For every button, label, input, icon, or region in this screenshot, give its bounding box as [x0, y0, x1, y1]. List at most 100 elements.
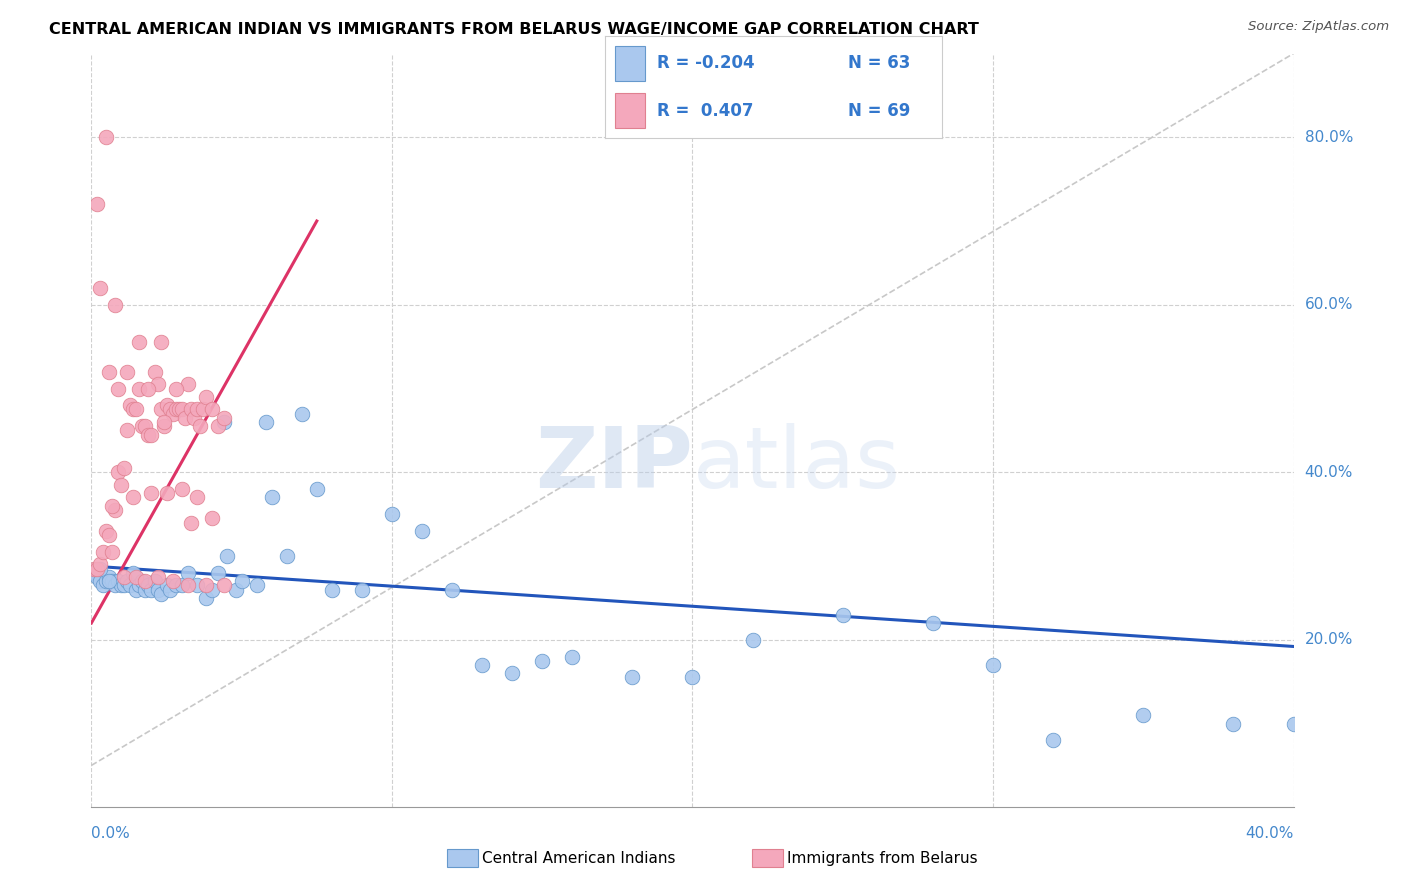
Point: [104, 503, 127, 517]
Point: [186, 578, 208, 592]
Point: [165, 382, 187, 396]
Point: [125, 402, 148, 417]
Point: [138, 427, 160, 442]
Point: [138, 578, 160, 592]
Point: [381, 507, 404, 521]
Point: [621, 670, 644, 684]
Text: 40.0%: 40.0%: [1246, 827, 1294, 841]
Point: [180, 516, 202, 530]
Point: [194, 591, 217, 605]
Point: [107, 382, 129, 396]
Point: [201, 582, 224, 597]
Point: [122, 491, 145, 505]
Point: [186, 402, 208, 417]
Point: [152, 415, 174, 429]
Point: [117, 574, 139, 589]
Point: [741, 632, 763, 647]
Point: [86, 570, 108, 584]
Point: [143, 574, 166, 589]
Point: [180, 402, 202, 417]
Point: [260, 491, 283, 505]
Text: 60.0%: 60.0%: [1305, 297, 1353, 312]
Point: [89, 281, 111, 295]
Point: [104, 298, 127, 312]
Point: [194, 390, 217, 404]
Point: [254, 415, 277, 429]
Point: [411, 524, 433, 538]
Point: [350, 582, 373, 597]
Point: [131, 574, 153, 589]
Point: [291, 407, 314, 421]
Point: [96, 130, 118, 145]
Point: [276, 549, 298, 563]
Text: R = -0.204: R = -0.204: [657, 54, 755, 72]
Point: [86, 197, 108, 211]
Point: [681, 670, 703, 684]
Point: [170, 402, 193, 417]
Point: [110, 578, 132, 592]
Point: [146, 377, 169, 392]
Point: [89, 558, 111, 572]
Point: [170, 482, 193, 496]
Point: [93, 545, 115, 559]
Point: [98, 365, 121, 379]
Point: [1132, 708, 1154, 723]
Point: [114, 570, 136, 584]
Text: Central American Indians: Central American Indians: [482, 852, 676, 866]
Point: [471, 657, 494, 672]
Point: [117, 424, 139, 438]
Point: [89, 561, 111, 575]
Text: atlas: atlas: [692, 423, 900, 506]
Point: [138, 382, 160, 396]
Text: Source: ZipAtlas.com: Source: ZipAtlas.com: [1249, 20, 1389, 33]
Point: [128, 382, 150, 396]
Point: [188, 419, 211, 434]
Text: CENTRAL AMERICAN INDIAN VS IMMIGRANTS FROM BELARUS WAGE/INCOME GAP CORRELATION C: CENTRAL AMERICAN INDIAN VS IMMIGRANTS FR…: [49, 22, 979, 37]
Point: [186, 491, 208, 505]
Point: [89, 574, 111, 589]
Point: [101, 499, 124, 513]
Text: 40.0%: 40.0%: [1305, 465, 1353, 480]
Point: [176, 377, 198, 392]
Point: [207, 566, 229, 580]
Point: [165, 402, 187, 417]
Point: [155, 486, 177, 500]
Point: [101, 545, 124, 559]
Point: [212, 415, 235, 429]
Point: [134, 574, 156, 589]
Point: [83, 561, 105, 575]
Point: [176, 578, 198, 592]
Point: [225, 582, 247, 597]
Point: [96, 574, 118, 589]
Point: [159, 582, 181, 597]
Text: 0.0%: 0.0%: [91, 827, 131, 841]
Point: [131, 419, 153, 434]
Point: [107, 574, 129, 589]
Point: [165, 578, 187, 592]
Point: [149, 335, 172, 350]
Point: [531, 654, 554, 668]
Point: [212, 410, 235, 425]
Point: [134, 582, 156, 597]
Point: [146, 570, 169, 584]
Point: [1282, 716, 1305, 731]
Point: [212, 578, 235, 592]
Point: [305, 482, 328, 496]
Point: [120, 398, 142, 412]
Point: [831, 607, 853, 622]
Point: [191, 402, 214, 417]
Point: [1042, 733, 1064, 747]
Point: [141, 486, 163, 500]
Point: [141, 582, 163, 597]
Point: [149, 402, 172, 417]
Point: [120, 578, 142, 592]
Point: [152, 419, 174, 434]
Point: [215, 549, 238, 563]
Point: [98, 528, 121, 542]
Point: [440, 582, 463, 597]
Point: [146, 582, 169, 597]
Point: [122, 402, 145, 417]
Text: 20.0%: 20.0%: [1305, 632, 1353, 648]
Point: [114, 578, 136, 592]
Point: [83, 566, 105, 580]
